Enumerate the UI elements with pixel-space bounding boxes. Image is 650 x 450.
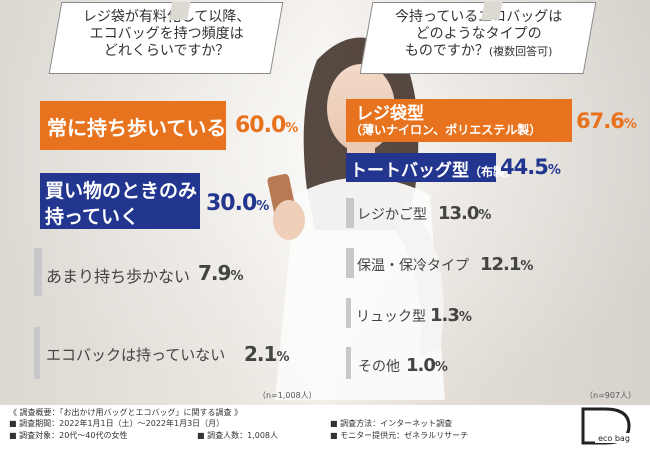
question-2-box: 今持っているエコバッグは どのようなタイプの ものですか？(複数回答可) [359,2,597,74]
right-value-plastic: 67.6% [576,109,637,133]
left-label-none: エコバックは持っていない [46,346,226,364]
question-2-note: (複数回答可) [488,45,553,58]
left-label-shopping-1: 買い物のときのみ [45,180,198,202]
right-bar-other [346,347,351,379]
right-label-tote: トートバッグ型（布製） [350,161,518,181]
survey-footer [0,405,650,450]
question-2-line3: ものですか？ [404,43,489,59]
survey-count: ■ 調査人数：1,008人 [197,431,279,440]
right-label-plastic-1: レジ袋型 [356,104,424,124]
right-label-insulated: 保温・保冷タイプ [357,258,469,274]
left-bar-shopping [40,173,200,229]
right-label-backpack: リュック型 [356,309,426,325]
right-label-plastic-2: （薄いナイロン、ポリエステル製） [350,123,542,137]
right-value-insulated: 12.1% [480,254,533,275]
question-1-line2: エコバッグを持つ頻度は [89,26,244,42]
survey-provider: ■ モニター提供元：ゼネラルリサーチ [330,431,469,440]
right-value-backpack: 1.3% [430,305,472,326]
right-bar-insulated [346,248,354,278]
left-label-rarely: あまり持ち歩かない [46,267,191,286]
left-label-shopping-2: 持っていく [45,206,140,228]
question-2-line2: どのようなタイプの [415,26,542,42]
eco-bag-logo: eco bag [581,407,633,445]
left-sample-size: （n=1,008人） [258,391,317,400]
right-label-basket: レジかご型 [357,207,427,223]
right-value-other: 1.0% [406,355,448,376]
question-1-box: レジ袋が有料化して以降、 エコバッグを持つ頻度は どれくらいですか？ [48,2,284,74]
survey-target: ■ 調査対象：20代～40代の女性 [9,431,128,440]
survey-overview: 《 調査概要：「お出かけ用バッグとエコバッグ」に関する調査 》 [9,408,243,417]
right-value-basket: 13.0% [438,203,491,224]
left-value-rarely: 7.9% [198,261,243,285]
right-bar-plastic [346,99,572,142]
question-1-line3: どれくらいですか？ [103,43,230,59]
left-bar-none [34,327,40,379]
question-2-line1: 今持っているエコバッグは [394,9,563,25]
left-bar-always [40,101,226,150]
svg-text:eco bag: eco bag [598,434,630,443]
right-bar-tote [346,153,496,182]
right-sample-size: （n=907人） [585,391,637,400]
survey-method: ■ 調査方法：インターネット調査 [330,419,453,428]
right-bar-basket [346,198,354,228]
right-bar-backpack [346,298,351,328]
left-value-always: 60.0% [235,113,298,138]
left-bar-rarely [34,248,42,296]
left-value-shopping: 30.0% [206,191,269,216]
left-value-none: 2.1% [244,342,289,366]
left-label-always: 常に持ち歩いている [47,116,227,140]
survey-period: ■ 調査期間：2022年1月1日（土）～2022年1月3日（月） [9,419,225,428]
question-1-line1: レジ袋が有料化して以降、 [82,9,251,25]
right-value-tote: 44.5% [500,155,561,179]
right-label-other: その他 [358,359,400,375]
